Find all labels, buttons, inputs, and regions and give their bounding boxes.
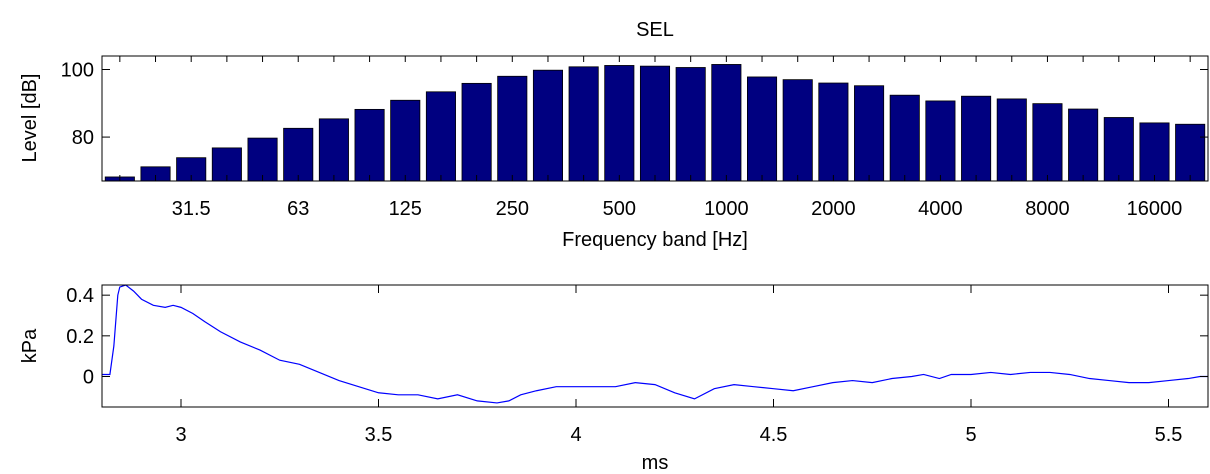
- bar: [604, 65, 635, 182]
- x-tick-label: 3: [175, 424, 186, 446]
- x-tick-label: 1000: [704, 198, 749, 220]
- x-tick-label: 31.5: [172, 198, 211, 220]
- x-tick-label: 3.5: [365, 424, 393, 446]
- bar: [318, 118, 349, 182]
- x-axis-ticks-bottom: 3 3.5 4 4.5 5 5.5: [175, 285, 1182, 446]
- bar: [961, 95, 992, 182]
- sel-bar-chart-panel: SEL 31.5 63 125 250 500 1000 2000 4000 8000 16000…: [19, 19, 1209, 251]
- x-tick-label: 16000: [1127, 198, 1183, 220]
- x-tick-label: 5.5: [1155, 424, 1183, 446]
- x-tick-label: 5: [965, 424, 976, 446]
- bar: [747, 76, 778, 182]
- bar: [818, 82, 849, 182]
- plot-frame-bottom: [101, 284, 1209, 408]
- y-tick-label: 0.4: [66, 285, 94, 307]
- bar: [532, 69, 564, 182]
- bar: [1032, 103, 1063, 182]
- bar: [675, 67, 706, 182]
- y-axis-label-bottom: kPa: [19, 328, 41, 363]
- bar: [283, 127, 314, 182]
- bar: [425, 91, 456, 182]
- bar-series: [104, 64, 1206, 182]
- y-axis-ticks-bottom: 0 0.2 0.4: [66, 285, 1208, 389]
- x-tick-label: 500: [603, 198, 636, 220]
- bar: [1103, 117, 1134, 182]
- bar: [854, 85, 885, 182]
- bar: [782, 79, 813, 182]
- bar: [889, 94, 920, 182]
- y-tick-label: 0: [83, 367, 94, 389]
- bar: [711, 64, 742, 182]
- bar: [1139, 122, 1170, 182]
- y-tick-label: 100: [61, 60, 94, 82]
- x-axis-label-bottom: ms: [642, 452, 669, 474]
- bar: [639, 65, 671, 182]
- bar: [568, 66, 599, 182]
- x-axis-label-top: Frequency band [Hz]: [562, 229, 748, 251]
- x-tick-label: 63: [287, 198, 309, 220]
- x-tick-label: 125: [389, 198, 422, 220]
- y-axis-label-top: Level [dB]: [19, 74, 41, 163]
- bar: [247, 137, 278, 182]
- x-tick-label: 4.5: [760, 424, 788, 446]
- bar: [461, 82, 492, 182]
- bar: [925, 100, 956, 182]
- bar: [996, 98, 1027, 182]
- x-tick-label: 4000: [918, 198, 963, 220]
- pressure-line-chart-panel: 3 3.5 4 4.5 5 5.5 0 0.2 0.4 ms kPa: [19, 284, 1209, 474]
- chart-title: SEL: [636, 19, 674, 41]
- x-tick-label: 250: [496, 198, 529, 220]
- x-tick-label: 8000: [1025, 198, 1070, 220]
- x-tick-label: 4: [570, 424, 581, 446]
- x-tick-label: 2000: [811, 198, 856, 220]
- bar: [354, 108, 385, 182]
- pressure-series-line: [102, 284, 1208, 404]
- bar: [390, 99, 421, 182]
- bar: [497, 75, 528, 182]
- y-tick-label: 80: [72, 127, 94, 149]
- y-tick-label: 0.2: [66, 326, 94, 348]
- bar: [1175, 123, 1206, 182]
- y-axis-ticks-top: 80 100: [61, 60, 1208, 149]
- bar: [1068, 108, 1099, 182]
- x-axis-ticks-top: 31.5 63 125 250 500 1000 2000 4000 8000 16000: [119, 56, 1191, 220]
